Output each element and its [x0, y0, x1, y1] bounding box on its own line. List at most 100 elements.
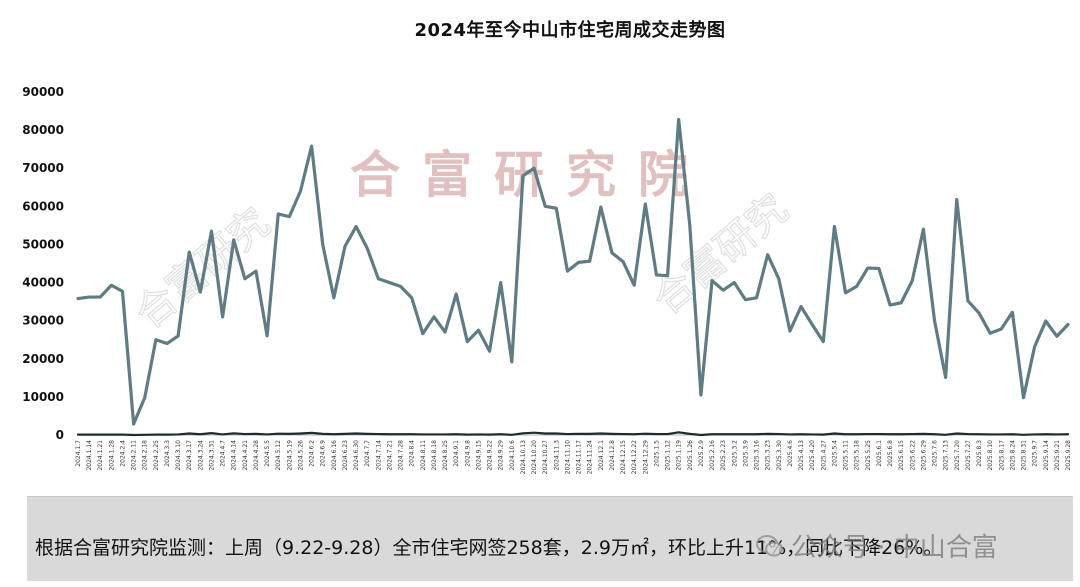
- chart-title: 2024年至今中山市住宅周成交走势图: [414, 20, 726, 41]
- y-tick-label: 90000: [22, 85, 64, 99]
- x-tick-label: 2024.4.7: [220, 440, 227, 467]
- x-tick-label: 2024.3.3: [164, 440, 171, 467]
- x-tick-label: 2025.9.21: [1054, 440, 1061, 471]
- x-tick-label: 2024.10.6: [509, 440, 516, 471]
- x-tick-label: 2024.2.4: [119, 440, 126, 467]
- y-tick-label: 70000: [22, 161, 64, 175]
- x-tick-label: 2024.5.19: [286, 440, 293, 471]
- x-tick-label: 2024.9.29: [498, 440, 505, 471]
- x-tick-label: 2024.11.17: [576, 440, 583, 475]
- x-tick-label: 2024.1.28: [108, 440, 115, 471]
- x-tick-label: 2024.4.28: [253, 440, 260, 471]
- x-tick-label: 2024.12.22: [631, 440, 638, 475]
- x-tick-label: 2024.10.27: [542, 440, 549, 475]
- y-tick-label: 30000: [22, 314, 64, 328]
- x-tick-label: 2025.1.26: [687, 440, 694, 471]
- y-tick-label: 40000: [22, 276, 64, 290]
- footer-watermark-label: 公众号 · 中山合富: [791, 533, 998, 563]
- x-tick-label: 2024.2.25: [153, 440, 160, 471]
- x-tick-label: 2025.3.9: [742, 440, 749, 467]
- wechat-icon: [756, 534, 783, 556]
- x-tick-label: 2024.12.8: [609, 440, 616, 471]
- x-tick-label: 2025.3.23: [765, 440, 772, 471]
- x-tick-label: 2024.7.14: [375, 440, 382, 471]
- watermark-diagonal-left: 合富研究: [127, 200, 279, 338]
- x-tick-label: 2024.12.29: [642, 440, 649, 475]
- series-line-2: [76, 431, 1070, 437]
- x-tick-label: 2025.2.9: [698, 440, 705, 467]
- x-tick-label: 2025.4.20: [809, 440, 816, 471]
- x-axis: 2024.1.7 2024.1.14 2024.1.21 2024.1.28 2024.…: [75, 434, 1072, 475]
- x-tick-label: 2025.7.6: [932, 440, 939, 467]
- x-tick-label: 2024.1.7: [75, 440, 82, 467]
- x-tick-label: 2025.1.19: [676, 440, 683, 471]
- x-tick-label: 2024.11.3: [553, 440, 560, 471]
- x-tick-label: 2024.8.25: [442, 440, 449, 471]
- watermark-center: 合富研究院: [350, 146, 710, 204]
- x-tick-label: 2025.6.15: [898, 440, 905, 471]
- x-tick-label: 2025.8.17: [998, 440, 1005, 471]
- x-tick-label: 2024.9.8: [464, 440, 471, 467]
- x-tick-label: 2025.8.24: [1009, 440, 1016, 471]
- x-tick-label: 2024.10.13: [520, 440, 527, 475]
- x-tick-label: 2024.7.7: [364, 440, 371, 467]
- y-tick-label: 50000: [22, 237, 64, 251]
- x-tick-label: 2024.3.17: [186, 440, 193, 471]
- x-tick-label: 2025.3.30: [776, 440, 783, 471]
- x-tick-label: 2025.4.13: [798, 440, 805, 471]
- x-tick-label: 2025.8.31: [1021, 440, 1028, 471]
- x-tick-label: 2024.9.1: [453, 440, 460, 467]
- y-tick-label: 0: [56, 428, 64, 442]
- x-tick-label: 2025.4.6: [787, 440, 794, 467]
- x-tick-label: 2025.8.10: [987, 440, 994, 471]
- footer-panel: 根据合富研究院监测：上周（9.22-9.28）全市住宅网签258套，2.9万㎡，…: [27, 496, 1073, 581]
- x-tick-label: 2024.7.21: [386, 440, 393, 471]
- x-tick-label: 2024.8.4: [409, 440, 416, 467]
- x-tick-label: 2024.1.21: [97, 440, 104, 471]
- y-tick-label: 60000: [22, 199, 64, 213]
- x-tick-label: 2024.11.24: [587, 440, 594, 475]
- x-tick-label: 2024.6.2: [309, 440, 316, 467]
- x-tick-label: 2025.3.2: [731, 440, 738, 467]
- x-tick-label: 2024.2.18: [142, 440, 149, 471]
- x-tick-label: 2025.5.18: [854, 440, 861, 471]
- x-tick-label: 2025.2.16: [709, 440, 716, 471]
- y-tick-label: 80000: [22, 123, 64, 137]
- x-tick-label: 2024.5.26: [297, 440, 304, 471]
- x-tick-label: 2024.5.5: [264, 440, 271, 467]
- x-tick-label: 2025.5.25: [865, 440, 872, 471]
- x-tick-label: 2024.8.18: [431, 440, 438, 471]
- x-tick-label: 2024.10.20: [531, 440, 538, 475]
- x-tick-label: 2025.1.5: [653, 440, 660, 467]
- x-tick-label: 2025.9.7: [1032, 440, 1039, 467]
- x-tick-label: 2025.9.28: [1065, 440, 1072, 471]
- series-layer: [76, 117, 1070, 437]
- x-tick-label: 2024.8.11: [420, 440, 427, 471]
- x-tick-label: 2024.12.1: [598, 440, 605, 471]
- x-tick-label: 2024.1.14: [86, 440, 93, 471]
- footer-summary-text: 根据合富研究院监测：上周（9.22-9.28）全市住宅网签258套，2.9万㎡，…: [35, 537, 943, 559]
- x-tick-label: 2025.6.8: [887, 440, 894, 467]
- x-tick-label: 2024.11.10: [564, 440, 571, 475]
- footer-watermark: 公众号 · 中山合富: [755, 527, 998, 564]
- x-tick-label: 2025.4.27: [820, 440, 827, 471]
- x-tick-label: 2025.1.12: [665, 440, 672, 471]
- x-tick-label: 2025.7.20: [954, 440, 961, 471]
- x-tick-label: 2025.6.29: [920, 440, 927, 471]
- x-tick-label: 2024.4.14: [231, 440, 238, 471]
- x-tick-label: 2024.9.15: [475, 440, 482, 471]
- chart: 合富研究院 合富研究 合富研究 010000200003000040000500…: [22, 85, 1072, 475]
- series-line-1: [76, 117, 1070, 426]
- x-tick-label: 2025.5.11: [843, 440, 850, 471]
- x-tick-label: 2024.6.23: [342, 440, 349, 471]
- x-tick-label: 2025.7.27: [965, 440, 972, 471]
- x-tick-label: 2025.2.23: [720, 440, 727, 471]
- y-tick-label: 20000: [22, 352, 64, 366]
- x-tick-label: 2024.6.9: [320, 440, 327, 467]
- x-tick-label: 2025.5.4: [831, 440, 838, 467]
- x-tick-label: 2024.7.28: [398, 440, 405, 471]
- x-tick-label: 2025.7.13: [943, 440, 950, 471]
- x-tick-label: 2024.12.15: [620, 440, 627, 475]
- x-tick-label: 2024.6.30: [353, 440, 360, 471]
- x-tick-label: 2025.3.16: [754, 440, 761, 471]
